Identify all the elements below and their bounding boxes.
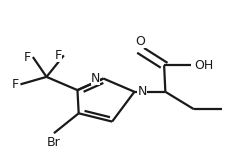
Text: OH: OH bbox=[194, 59, 213, 72]
Text: N: N bbox=[137, 85, 147, 98]
Text: Br: Br bbox=[47, 136, 61, 149]
Text: N: N bbox=[91, 72, 101, 85]
Text: F: F bbox=[55, 49, 62, 62]
Text: O: O bbox=[136, 35, 145, 48]
Text: F: F bbox=[11, 78, 18, 91]
Text: F: F bbox=[24, 50, 31, 63]
